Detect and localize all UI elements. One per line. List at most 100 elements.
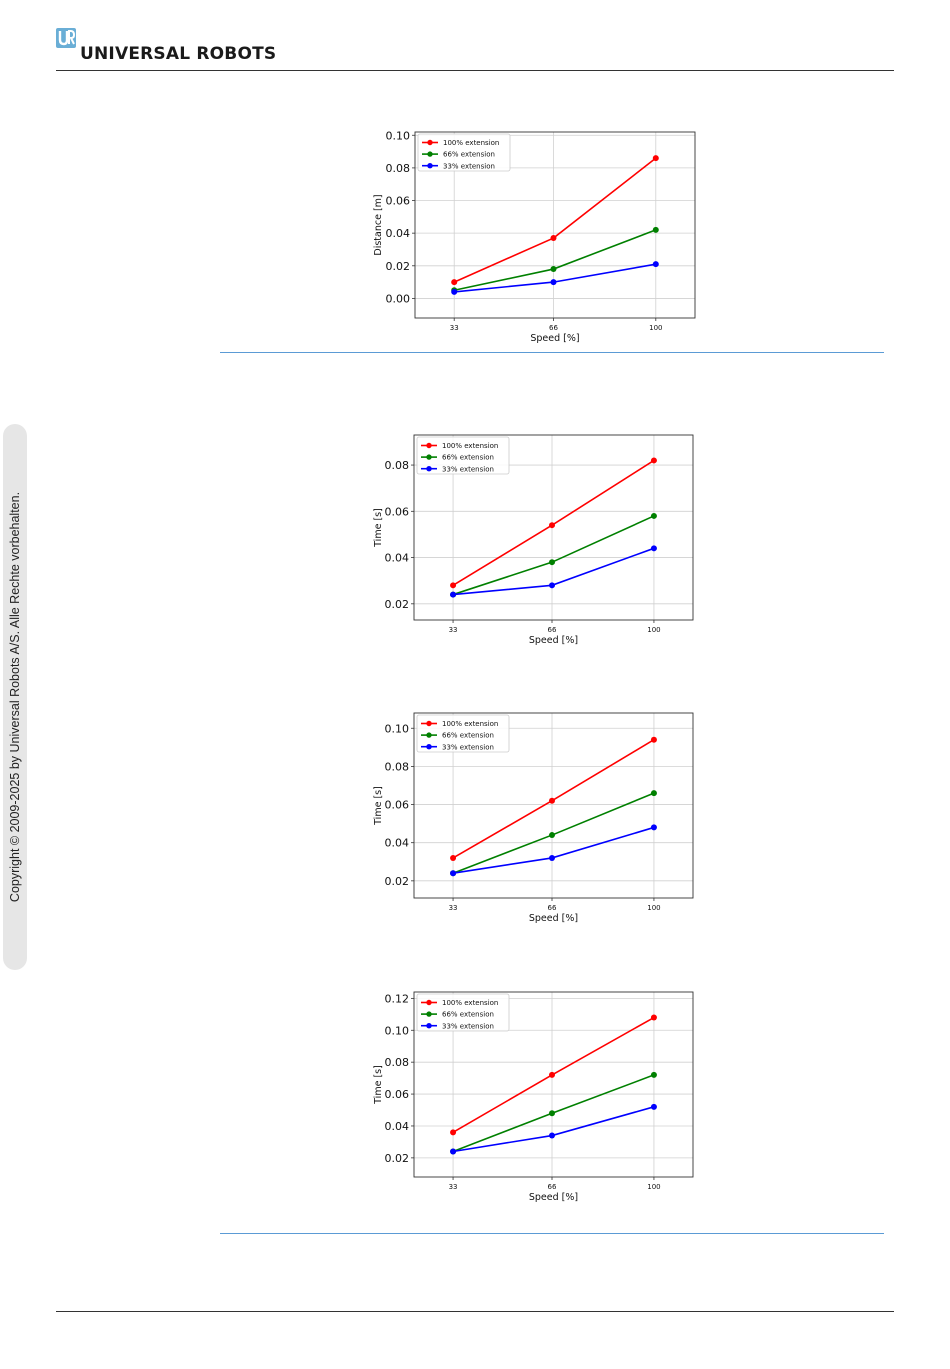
legend-swatch-marker bbox=[427, 163, 433, 169]
legend-swatch-marker bbox=[427, 139, 433, 146]
section-divider bbox=[220, 1233, 884, 1234]
x-axis-label: Speed [%] bbox=[530, 333, 579, 344]
chart-svg: 0.02 0.04 0.06 0.08 0.10 33 66 100 Speed [%] Time… bbox=[373, 712, 694, 924]
data-point bbox=[650, 545, 657, 552]
data-point bbox=[650, 790, 657, 797]
data-point bbox=[450, 582, 457, 589]
x-tick-label: 66 bbox=[549, 324, 558, 332]
x-tick-label: 100 bbox=[647, 626, 660, 634]
chart-stopping-time-3: 0.02 0.04 0.06 0.08 0.10 0.12 33 66 100 Speed [%]… bbox=[360, 985, 705, 1210]
legend-swatch-marker bbox=[426, 466, 432, 472]
legend-box bbox=[416, 436, 510, 475]
plot-frame bbox=[413, 712, 694, 899]
y-tick-label: 0.10 bbox=[386, 129, 411, 142]
y-tick-label: 0.04 bbox=[385, 837, 410, 850]
data-point bbox=[549, 559, 556, 566]
data-point bbox=[652, 261, 659, 268]
y-tick-label: 0.10 bbox=[385, 722, 410, 735]
data-point bbox=[650, 1103, 657, 1110]
legend-label: 100% extension bbox=[442, 720, 498, 728]
data-point bbox=[450, 854, 457, 861]
section-divider bbox=[220, 352, 884, 353]
data-point bbox=[450, 870, 457, 877]
y-tick-label: 0.12 bbox=[385, 992, 410, 1005]
plot-frame bbox=[413, 434, 694, 621]
x-tick-label: 100 bbox=[649, 324, 662, 332]
y-tick-label: 0.08 bbox=[385, 760, 410, 773]
legend-label: 100% extension bbox=[442, 442, 498, 450]
y-axis-label: Distance [m] bbox=[373, 194, 384, 255]
y-tick-label: 0.02 bbox=[385, 1152, 410, 1165]
legend-swatch-marker bbox=[426, 744, 432, 750]
y-tick-label: 0.04 bbox=[386, 227, 411, 240]
page-header: UNIVERSAL ROBOTS bbox=[56, 26, 894, 71]
y-tick-label: 0.10 bbox=[385, 1024, 410, 1037]
data-point bbox=[549, 1132, 556, 1139]
x-axis-label: Speed [%] bbox=[529, 1192, 578, 1203]
x-tick-label: 66 bbox=[548, 626, 557, 634]
x-tick-label: 33 bbox=[449, 626, 458, 634]
y-tick-label: 0.06 bbox=[386, 195, 411, 208]
legend-swatch-marker bbox=[426, 999, 432, 1006]
y-axis-label: Time [s] bbox=[373, 786, 384, 826]
legend-swatch-marker bbox=[426, 1011, 432, 1017]
legend-label: 66% extension bbox=[442, 732, 494, 740]
data-point bbox=[450, 1129, 457, 1136]
legend-label: 66% extension bbox=[442, 1011, 494, 1019]
y-tick-label: 0.08 bbox=[385, 1056, 410, 1069]
data-point bbox=[549, 1071, 556, 1078]
y-tick-label: 0.02 bbox=[386, 260, 411, 273]
x-tick-label: 33 bbox=[449, 904, 458, 912]
y-tick-label: 0.08 bbox=[385, 459, 410, 472]
chart-stopping-time-1: 0.02 0.04 0.06 0.08 33 66 100 Speed [%] Time [s]… bbox=[360, 425, 705, 650]
data-point bbox=[650, 1071, 657, 1078]
data-point bbox=[550, 279, 557, 286]
data-point bbox=[650, 824, 657, 831]
legend-swatch-marker bbox=[426, 442, 432, 449]
legend-box bbox=[417, 133, 511, 172]
data-point bbox=[650, 512, 657, 519]
x-tick-label: 100 bbox=[647, 904, 660, 912]
chart-svg: 0.02 0.04 0.06 0.08 33 66 100 Speed [%] Time [s]… bbox=[373, 434, 694, 646]
legend-label: 100% extension bbox=[442, 999, 498, 1007]
plot-frame bbox=[414, 131, 696, 319]
data-point bbox=[650, 736, 657, 743]
data-point bbox=[550, 266, 557, 273]
y-axis-label: Time [s] bbox=[373, 508, 384, 548]
chart-svg: 0.02 0.04 0.06 0.08 0.10 0.12 33 66 100 Speed [%]… bbox=[373, 991, 694, 1203]
y-tick-label: 0.02 bbox=[385, 598, 410, 611]
data-point bbox=[451, 288, 458, 295]
ur-logo-icon bbox=[56, 28, 76, 48]
legend-label: 66% extension bbox=[443, 151, 495, 159]
data-point bbox=[652, 226, 659, 233]
y-axis-label: Time [s] bbox=[373, 1065, 384, 1105]
legend-swatch-marker bbox=[426, 732, 432, 738]
legend-label: 33% extension bbox=[443, 162, 495, 170]
data-point bbox=[549, 797, 556, 804]
data-point bbox=[450, 591, 457, 598]
data-point bbox=[652, 155, 659, 162]
x-axis-label: Speed [%] bbox=[529, 913, 578, 924]
y-tick-label: 0.04 bbox=[385, 1120, 410, 1133]
x-axis-label: Speed [%] bbox=[529, 635, 578, 646]
legend-label: 100% extension bbox=[443, 139, 499, 147]
data-point bbox=[549, 522, 556, 529]
x-tick-label: 33 bbox=[450, 324, 459, 332]
data-point bbox=[451, 279, 458, 286]
data-point bbox=[549, 1110, 556, 1117]
copyright-tab bbox=[3, 424, 27, 970]
copyright-text: Copyright © 2009-2025 by Universal Robot… bbox=[8, 491, 22, 903]
data-point bbox=[450, 1148, 457, 1155]
legend-box bbox=[416, 714, 510, 753]
legend-label: 33% extension bbox=[442, 1022, 494, 1030]
x-tick-label: 66 bbox=[548, 1183, 557, 1191]
data-point bbox=[549, 582, 556, 589]
y-tick-label: 0.02 bbox=[385, 875, 410, 888]
legend-box bbox=[416, 993, 510, 1032]
chart-stopping-distance: 0.00 0.02 0.04 0.06 0.08 0.10 33 66 100 Speed [%]… bbox=[360, 120, 705, 350]
legend-swatch-marker bbox=[426, 454, 432, 460]
y-tick-label: 0.06 bbox=[385, 799, 410, 812]
y-tick-label: 0.08 bbox=[386, 162, 411, 175]
chart-stopping-time-2: 0.02 0.04 0.06 0.08 0.10 33 66 100 Speed [%] Time… bbox=[360, 705, 705, 930]
legend-swatch-marker bbox=[426, 720, 432, 727]
